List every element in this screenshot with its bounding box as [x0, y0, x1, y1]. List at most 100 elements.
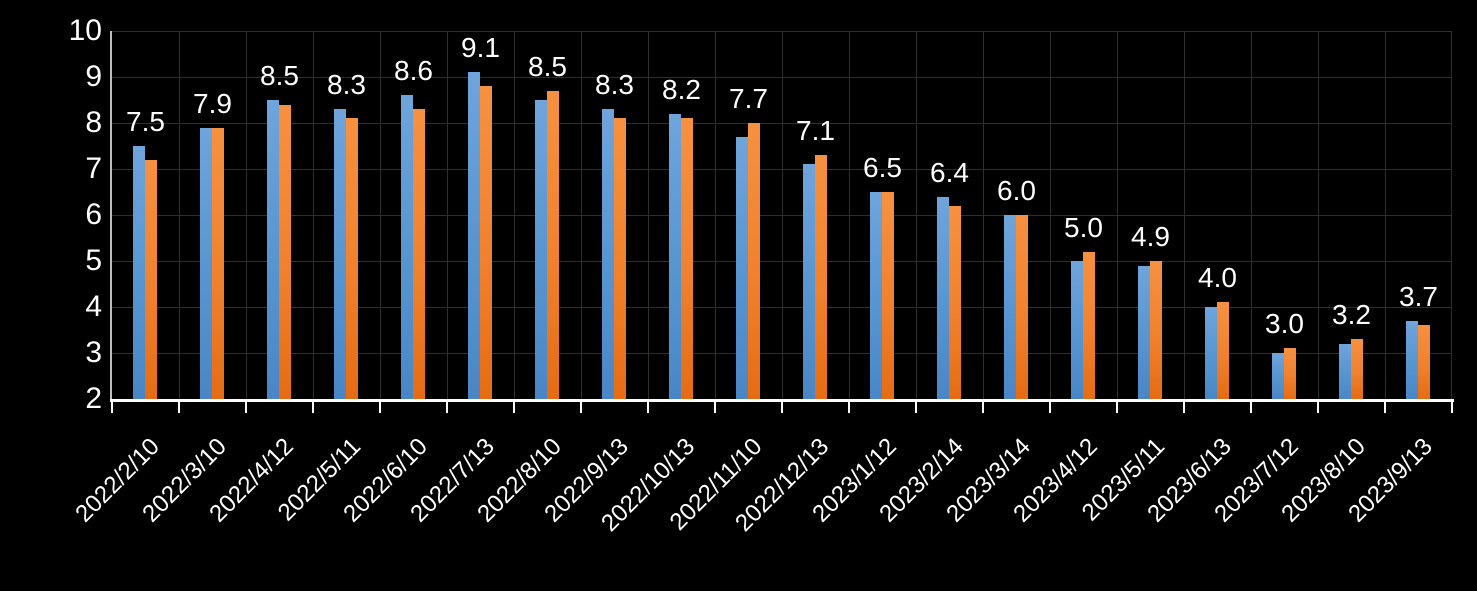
- blue-bar: [267, 100, 279, 399]
- x-tick-mark: [513, 399, 515, 413]
- data-label: 8.5: [260, 60, 299, 91]
- blue-bar: [334, 109, 346, 399]
- blue-bar: [1071, 261, 1083, 399]
- blue-bar: [200, 127, 212, 399]
- x-tick-mark: [915, 399, 917, 413]
- vertical-gridline: [983, 31, 984, 399]
- data-label: 8.2: [662, 73, 701, 105]
- vertical-gridline: [1451, 31, 1452, 399]
- bar-group: 6.5: [849, 31, 916, 399]
- bar-group: 8.3: [313, 31, 380, 399]
- x-tick-mark: [178, 399, 180, 413]
- y-tick-label: 8: [85, 106, 102, 139]
- vertical-gridline: [380, 31, 381, 399]
- bar-group: 9.1: [447, 31, 514, 399]
- blue-bar: [401, 95, 413, 399]
- vertical-gridline: [313, 31, 314, 399]
- x-tick-mark: [580, 399, 582, 413]
- x-tick-mark: [1250, 399, 1252, 413]
- orange-bar: [346, 118, 358, 399]
- bar-group: 3.0: [1251, 31, 1318, 399]
- orange-bar: [279, 104, 291, 399]
- blue-bar: [1406, 320, 1418, 399]
- y-tick-label: 5: [85, 244, 102, 277]
- bar-group: 3.7: [1385, 31, 1452, 399]
- bar-group: 3.2: [1318, 31, 1385, 399]
- blue-bar: [1205, 307, 1217, 399]
- orange-bar: [815, 155, 827, 399]
- vertical-gridline: [1318, 31, 1319, 399]
- x-tick-mark: [1183, 399, 1185, 413]
- data-label: 8.5: [528, 50, 567, 82]
- data-label: 8.3: [327, 69, 366, 101]
- data-label: 7.5: [126, 106, 165, 137]
- vertical-gridline: [715, 31, 716, 399]
- x-tick-mark: [714, 399, 716, 413]
- vertical-gridline: [1184, 31, 1185, 399]
- y-tick-label: 3: [85, 336, 102, 369]
- bar-group: 8.6: [380, 31, 447, 399]
- x-tick-mark: [111, 399, 113, 413]
- x-tick-mark: [982, 399, 984, 413]
- x-tick-mark: [781, 399, 783, 413]
- vertical-gridline: [514, 31, 515, 399]
- x-tick-mark: [379, 399, 381, 413]
- vertical-gridline: [179, 31, 180, 399]
- vertical-gridline: [916, 31, 917, 399]
- data-label: 6.4: [930, 156, 969, 188]
- orange-bar: [413, 109, 425, 399]
- x-tick-mark: [1451, 399, 1453, 413]
- blue-bar: [468, 72, 480, 399]
- data-label: 4.0: [1198, 262, 1237, 294]
- x-tick-mark: [1317, 399, 1319, 413]
- data-label: 3.2: [1332, 299, 1371, 331]
- x-tick-mark: [1384, 399, 1386, 413]
- orange-bar: [1284, 348, 1296, 399]
- vertical-gridline: [648, 31, 649, 399]
- data-label: 3.7: [1399, 280, 1438, 312]
- blue-bar: [535, 100, 547, 399]
- y-tick-label: 10: [68, 14, 102, 47]
- data-label: 4.9: [1131, 221, 1170, 252]
- bar-group: 6.0: [983, 31, 1050, 399]
- vertical-gridline: [849, 31, 850, 399]
- y-tick-label: 4: [85, 290, 102, 323]
- bar-group: 7.5: [112, 31, 179, 399]
- orange-bar: [1083, 251, 1095, 399]
- bar-group: 8.2: [648, 31, 715, 399]
- x-tick-mark: [1116, 399, 1118, 413]
- x-tick-mark: [245, 399, 247, 413]
- data-label: 8.3: [595, 69, 634, 101]
- data-label: 6.5: [863, 152, 902, 183]
- data-label: 9.1: [461, 32, 500, 64]
- blue-bar: [1339, 343, 1351, 399]
- vertical-gridline: [1251, 31, 1252, 399]
- data-label: 7.1: [796, 115, 835, 147]
- blue-bar: [937, 196, 949, 399]
- data-label: 3.0: [1265, 308, 1304, 340]
- vertical-gridline: [1385, 31, 1386, 399]
- vertical-gridline: [1117, 31, 1118, 399]
- x-tick-mark: [647, 399, 649, 413]
- orange-bar: [1016, 215, 1028, 399]
- vertical-gridline: [581, 31, 582, 399]
- orange-bar: [1418, 325, 1430, 399]
- vertical-gridline: [447, 31, 448, 399]
- blue-bar: [736, 136, 748, 399]
- blue-bar: [133, 146, 145, 399]
- y-tick-label: 7: [85, 152, 102, 185]
- blue-bar: [1138, 265, 1150, 399]
- x-tick-mark: [312, 399, 314, 413]
- orange-bar: [614, 118, 626, 399]
- x-axis-labels: 2022/2/10 2022/3/10 2022/4/12 2022/5/11 2022…: [70, 399, 1452, 589]
- blue-bar: [1004, 215, 1016, 399]
- orange-bar: [681, 118, 693, 399]
- bar-group: 6.4: [916, 31, 983, 399]
- vertical-gridline: [782, 31, 783, 399]
- bar-group: 7.9: [179, 31, 246, 399]
- blue-bar: [602, 109, 614, 399]
- data-label: 7.7: [729, 83, 768, 114]
- orange-bar: [145, 159, 157, 399]
- x-tick-mark: [1049, 399, 1051, 413]
